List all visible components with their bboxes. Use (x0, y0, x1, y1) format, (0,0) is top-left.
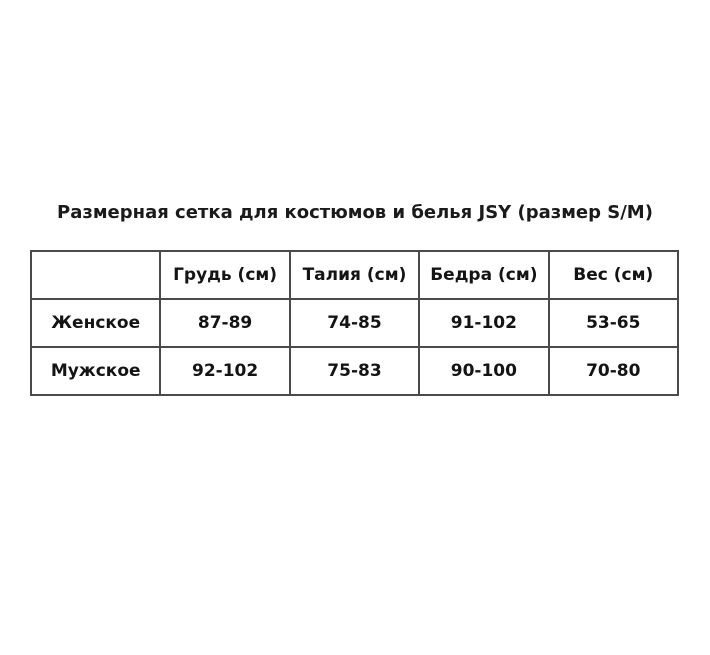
cell-women-hips: 91-102 (418, 298, 550, 348)
size-table: Грудь (см) Талия (см) Бедра (см) Вес (см… (29, 250, 680, 396)
cell-men-waist: 75-83 (288, 346, 421, 396)
cell-women-waist: 74-85 (288, 298, 421, 348)
cell-men-chest: 92-102 (159, 346, 291, 396)
table-row-women: Женское 87-89 74-85 91-102 53-65 (29, 298, 680, 348)
row-label-women: Женское (29, 298, 162, 348)
page-title: Размерная сетка для костюмов и белья JSY… (57, 202, 653, 223)
cell-women-chest: 87-89 (159, 298, 291, 348)
header-cell-empty (29, 250, 162, 300)
header-cell-chest: Грудь (см) (159, 250, 291, 300)
table-row-men: Мужское 92-102 75-83 90-100 70-80 (29, 346, 680, 396)
cell-men-hips: 90-100 (418, 346, 550, 396)
header-cell-weight: Вес (см) (547, 250, 680, 300)
header-cell-hips: Бедра (см) (418, 250, 550, 300)
row-label-men: Мужское (29, 346, 162, 396)
cell-men-weight: 70-80 (547, 346, 680, 396)
table-header-row: Грудь (см) Талия (см) Бедра (см) Вес (см… (29, 250, 680, 300)
cell-women-weight: 53-65 (547, 298, 680, 348)
header-cell-waist: Талия (см) (288, 250, 421, 300)
